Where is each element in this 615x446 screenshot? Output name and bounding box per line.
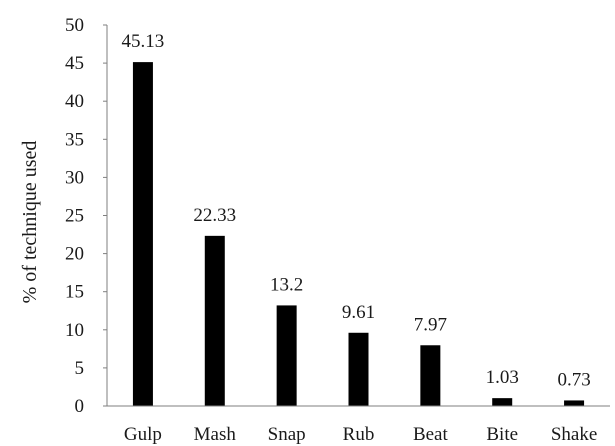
y-tick-label: 25 (65, 206, 84, 227)
x-tick-label: Mash (194, 424, 237, 445)
data-label: 0.73 (557, 369, 590, 390)
data-labels: 45.13 22.33 13.2 9.61 7.97 1.03 0.73 (122, 31, 591, 390)
x-tick-label: Rub (343, 424, 375, 445)
x-tick-label: Bite (486, 424, 518, 445)
bar (276, 305, 297, 406)
y-tick-label: 40 (65, 91, 84, 112)
bars (132, 62, 585, 406)
bar (204, 235, 225, 406)
y-axis-title: % of technique used (19, 141, 41, 304)
x-tick-label: Shake (551, 424, 597, 445)
data-label: 9.61 (342, 302, 375, 323)
y-tick-label: 20 (65, 244, 84, 265)
bar (132, 62, 153, 406)
bar (564, 400, 585, 406)
y-tick-label: 0 (75, 396, 85, 417)
bar (420, 345, 441, 406)
data-label: 13.2 (270, 274, 303, 295)
data-label: 22.33 (193, 205, 236, 226)
bar (492, 398, 513, 406)
x-tick-label: Beat (413, 424, 449, 445)
y-axis: 0 5 10 15 20 25 30 35 40 45 50 (65, 15, 108, 417)
y-tick-label: 45 (65, 53, 84, 74)
x-axis: Gulp Mash Snap Rub Beat Bite Shake (107, 405, 610, 445)
y-tick-label: 50 (65, 15, 84, 36)
data-label: 45.13 (122, 31, 165, 52)
y-tick-label: 30 (65, 167, 84, 188)
y-tick-label: 35 (65, 129, 84, 150)
data-label: 7.97 (414, 314, 447, 335)
y-tick-label: 15 (65, 282, 84, 303)
y-tick-label: 10 (65, 320, 84, 341)
bar (348, 332, 369, 406)
x-tick-label: Gulp (124, 424, 162, 445)
data-label: 1.03 (486, 367, 519, 388)
y-tick-label: 5 (75, 358, 85, 379)
x-tick-label: Snap (268, 424, 306, 445)
